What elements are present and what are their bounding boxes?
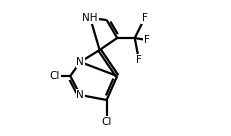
Text: F: F	[135, 55, 141, 65]
Text: Cl: Cl	[101, 117, 111, 127]
Text: N: N	[76, 90, 84, 100]
Text: F: F	[143, 35, 149, 45]
Text: F: F	[141, 13, 147, 23]
Text: NH: NH	[82, 13, 97, 23]
Text: N: N	[76, 57, 84, 67]
Text: Cl: Cl	[50, 71, 60, 81]
